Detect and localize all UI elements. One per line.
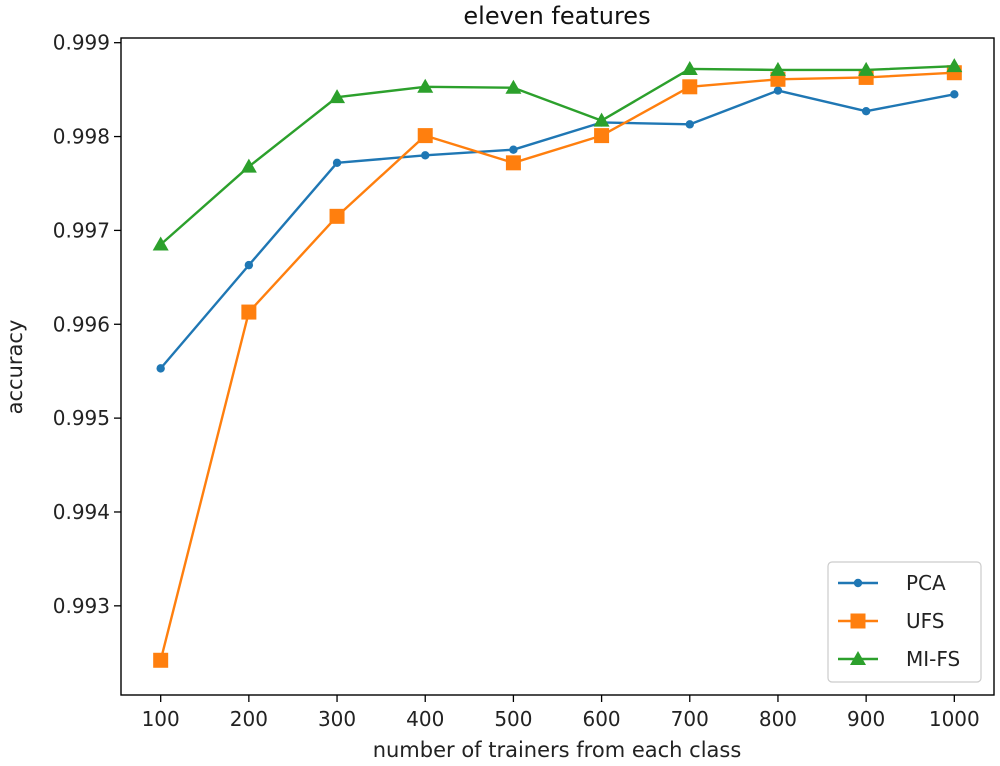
data-point bbox=[509, 145, 518, 154]
legend-entry: UFS bbox=[838, 609, 945, 633]
data-point bbox=[682, 79, 698, 95]
data-point bbox=[593, 112, 610, 127]
legend-box bbox=[827, 561, 982, 683]
series-line bbox=[159, 71, 955, 661]
series-line bbox=[159, 89, 955, 370]
data-point bbox=[773, 86, 783, 95]
legend-entry: PCA bbox=[838, 571, 946, 595]
data-point bbox=[505, 155, 521, 171]
data-point bbox=[769, 61, 786, 76]
x-tick-label: 300 bbox=[318, 707, 356, 731]
legend-marker bbox=[850, 613, 866, 629]
axes: 100 200 300 400 500 600 700 800 900 1000 0.993 0.99… bbox=[53, 31, 980, 731]
data-point bbox=[505, 79, 522, 94]
legend-entry: MI-FS bbox=[838, 647, 960, 671]
legend-label: MI-FS bbox=[906, 647, 960, 671]
legend-label: UFS bbox=[906, 609, 945, 633]
plot-frame bbox=[120, 37, 995, 696]
data-point bbox=[421, 151, 430, 160]
y-tick-label: 0.993 bbox=[53, 594, 110, 618]
x-tick-label: 1000 bbox=[929, 707, 980, 731]
data-point bbox=[594, 128, 610, 144]
y-tick-label: 0.996 bbox=[53, 312, 110, 336]
series-mi-fs bbox=[152, 58, 963, 251]
x-tick-label: 400 bbox=[406, 707, 444, 731]
legend-label: PCA bbox=[906, 571, 946, 595]
data-point bbox=[681, 60, 698, 75]
y-tick-label: 0.997 bbox=[53, 218, 110, 242]
legend-marker bbox=[853, 578, 863, 588]
data-point bbox=[332, 158, 342, 168]
data-point bbox=[417, 78, 434, 93]
data-point bbox=[152, 236, 169, 251]
data-point bbox=[946, 58, 963, 73]
x-tick-label: 900 bbox=[847, 707, 885, 731]
data-point bbox=[417, 128, 433, 144]
data-point bbox=[241, 304, 257, 320]
y-tick-label: 0.999 bbox=[53, 31, 110, 55]
x-tick-label: 200 bbox=[230, 707, 268, 731]
data-point bbox=[858, 61, 875, 76]
legend-marker bbox=[850, 651, 866, 665]
y-tick-label: 0.998 bbox=[53, 125, 110, 149]
data-point bbox=[240, 158, 257, 173]
x-axis-label: number of trainers from each class bbox=[373, 738, 742, 762]
y-tick-label: 0.995 bbox=[53, 406, 110, 430]
x-tick-label: 100 bbox=[142, 707, 180, 731]
y-tick-label: 0.994 bbox=[53, 500, 110, 524]
series-pca bbox=[156, 86, 959, 373]
legend: PCA UFS MI-FS bbox=[827, 561, 982, 683]
data-point bbox=[156, 364, 165, 373]
series-line bbox=[159, 64, 955, 246]
x-tick-label: 700 bbox=[671, 707, 709, 731]
data-point bbox=[950, 90, 959, 99]
data-point bbox=[153, 652, 169, 668]
series-layer bbox=[152, 58, 963, 668]
data-point bbox=[861, 107, 871, 116]
x-tick-label: 500 bbox=[494, 707, 532, 731]
y-axis-label: accuracy bbox=[3, 320, 27, 415]
data-point bbox=[244, 260, 254, 270]
data-point bbox=[329, 89, 346, 104]
chart-title: eleven features bbox=[463, 2, 650, 30]
x-tick-label: 600 bbox=[582, 707, 620, 731]
data-point bbox=[685, 120, 694, 129]
x-tick-label: 800 bbox=[759, 707, 797, 731]
data-point bbox=[329, 208, 345, 224]
